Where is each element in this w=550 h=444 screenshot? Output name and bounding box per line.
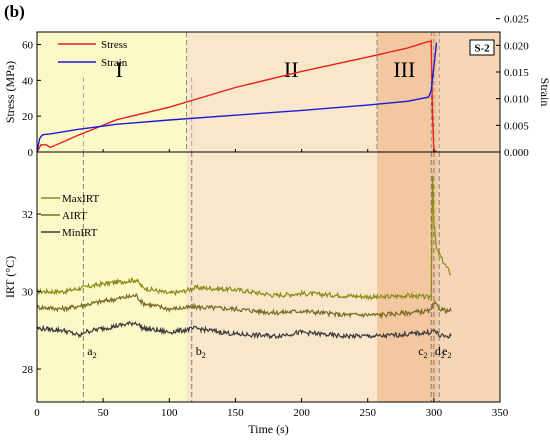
y2-axis-label: Strain	[538, 78, 550, 107]
y-tick-label: 28	[22, 364, 34, 376]
series-line-stress	[36, 40, 437, 153]
x-tick-label: 0	[34, 407, 40, 419]
y2-tick-label: 0.025	[504, 14, 529, 26]
stage-label: II	[284, 57, 299, 82]
stage-label: I	[116, 57, 123, 82]
y2-tick-label: 0.015	[504, 67, 529, 79]
y2-tick-label: 0.020	[504, 40, 529, 52]
stage-band	[437, 32, 500, 402]
event-label: a2	[87, 344, 96, 360]
y-axis-label: Stress (MPa)	[3, 61, 17, 123]
legend-label: AIRT	[62, 210, 87, 222]
legend-label: Strain	[101, 57, 128, 69]
y2-tick-label: 0.005	[504, 120, 529, 132]
sample-tag: S-2	[474, 43, 490, 55]
legend-label: MaxIRT	[62, 193, 100, 205]
legend-label: Stress	[101, 39, 127, 51]
series-line-airt	[36, 292, 452, 319]
y2-tick-label: 0.010	[504, 94, 529, 106]
y-tick-label: 0	[28, 147, 34, 159]
x-tick-label: 200	[293, 407, 310, 419]
event-label: d2	[435, 344, 445, 360]
bottom-panel-frame	[36, 151, 501, 403]
x-axis-label: Time (s)	[248, 422, 289, 436]
x-tick-label: 50	[98, 407, 110, 419]
x-tick-label: 350	[492, 407, 509, 419]
event-label: e2	[442, 344, 451, 360]
y-tick-label: 32	[22, 209, 33, 221]
stage-band	[186, 32, 377, 402]
panel-label: (b)	[4, 2, 25, 21]
event-label: b2	[196, 344, 206, 360]
legend-label: MinIRT	[62, 227, 98, 239]
stage-band	[376, 32, 438, 402]
stage-band	[37, 32, 187, 402]
y-tick-label: 30	[22, 287, 34, 299]
event-label: c2	[418, 344, 427, 360]
x-tick-label: 300	[426, 407, 443, 419]
y2-tick-label: 0.000	[504, 147, 529, 159]
y-tick-label: 40	[22, 75, 34, 87]
sample-tag-box	[469, 39, 495, 56]
series-line-strain	[36, 42, 438, 153]
series-line-maxirt	[36, 175, 452, 302]
x-tick-label: 250	[359, 407, 376, 419]
y-tick-label: 60	[22, 40, 34, 52]
series-line-minirt	[36, 320, 452, 340]
y-tick-label: 20	[22, 111, 34, 123]
stage-label: III	[393, 57, 415, 82]
y-axis-label: IRT (°C)	[3, 256, 17, 298]
x-tick-label: 150	[227, 407, 244, 419]
x-tick-label: 100	[161, 407, 178, 419]
